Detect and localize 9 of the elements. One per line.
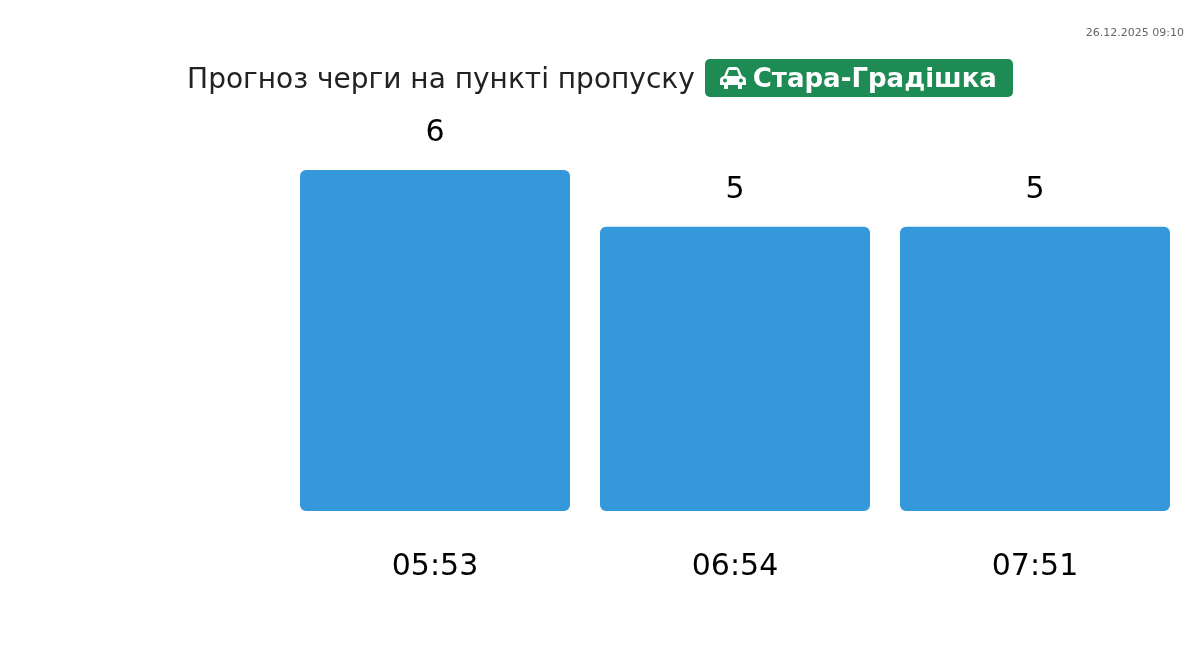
chart-title: Прогноз черги на пункті пропуску	[187, 61, 695, 95]
data-label: 5	[1025, 169, 1045, 205]
data-label: 5	[725, 169, 745, 205]
chart-subtitle: Стара-Градішка	[752, 63, 997, 93]
x-tick-label: 07:51	[991, 546, 1079, 582]
data-label: 6	[425, 112, 445, 148]
text: 26.12.2025 09:10	[1085, 26, 1184, 39]
x-tick-label: 06:54	[691, 546, 779, 582]
x-tick-label: 05:53	[391, 546, 479, 582]
